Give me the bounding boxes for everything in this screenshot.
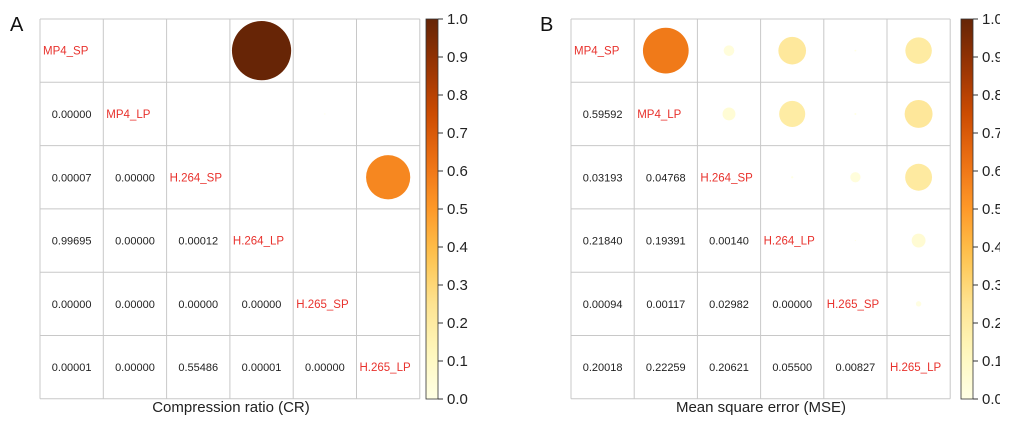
colorbar-tick-label: 0.6 [447,163,468,180]
colorbar-tick-label: 0.3 [982,277,1000,294]
x-axis-title: Mean square error (MSE) [675,399,847,416]
correlation-circle [915,301,922,307]
grid [39,18,421,400]
correlation-circle [366,155,411,200]
colorbar-tick-label: 0.4 [982,239,1000,256]
colorbar-tick-label: 0.7 [447,125,468,142]
diagonal-label: H.265_SP [296,299,349,311]
cell-value: 0.19391 [646,236,686,248]
colorbar-tick-label: 0.4 [447,239,468,256]
correlation-circle [911,233,926,248]
cell-value: 0.02982 [709,299,749,311]
panel-b: B MP4_SP MP4_LP H.264_SP H.264_LP H.265_SP H.… [500,0,1000,429]
cell-value: 0.00094 [583,299,623,311]
colorbar-tick-label: 1.0 [982,11,1000,28]
colorbar-tick-label: 0.8 [447,87,468,104]
diagonal-label: H.264_LP [764,236,815,248]
panel-label: A [10,14,24,36]
colorbar-tick-label: 0.5 [982,201,1000,218]
diagonal-label: MP4_SP [43,46,89,58]
cell-value: 0.20621 [709,362,749,374]
correlation-matrix-b: MP4_SP MP4_LP H.264_SP H.264_LP H.265_SP H.26… [570,11,1000,408]
diagonal-label: H.265_LP [360,362,411,374]
cell-value: 0.00140 [709,236,749,248]
diagonal-label: H.264_SP [170,172,223,184]
panel-a: A MP4_SP MP4_LP H.264_SP H.264_LP H.265_SP H.… [0,0,500,429]
cell-value: 0.55486 [178,362,218,374]
colorbar-tick-label: 0.9 [982,49,1000,66]
cell-value: 0.00000 [115,299,155,311]
cell-value: 0.00000 [178,299,218,311]
grid [570,18,951,400]
cell-value: 0.05500 [772,362,812,374]
cell-value: 0.00000 [305,362,345,374]
panel-label: B [540,14,554,36]
diagonal-label: MP4_SP [574,46,620,58]
colorbar-tick-label: 0.2 [982,315,1000,332]
colorbar [425,18,439,400]
correlation-circle [854,239,856,242]
diagonal-label: H.265_LP [890,362,941,374]
colorbar-tick-label: 0.2 [447,315,468,332]
colorbar-tick-label: 0.7 [982,125,1000,142]
correlation-circle [231,21,292,81]
cell-value: 0.00001 [52,362,92,374]
cell-value: 0.59592 [583,109,623,121]
colorbar-tick-label: 0.1 [982,353,1000,370]
correlation-circle [642,27,689,74]
cell-value: 0.00000 [115,236,155,248]
cell-value: 0.00007 [52,172,92,184]
correlation-circle [791,176,794,179]
x-axis-title: Compression ratio (CR) [152,399,310,416]
colorbar-tick-label: 0.0 [447,391,468,408]
cell-value: 0.00000 [115,172,155,184]
diagonal-label: H.264_SP [700,172,753,184]
correlation-circle [779,100,806,127]
cell-value: 0.00000 [115,362,155,374]
colorbar-tick-label: 1.0 [447,11,468,28]
cell-value: 0.21840 [583,236,623,248]
diagonal-label: H.264_LP [233,236,284,248]
cell-value: 0.00000 [52,299,92,311]
cell-value: 0.99695 [52,236,92,248]
correlation-circle [723,45,735,56]
colorbar-tick-label: 0.5 [447,201,468,218]
colorbar-tick-label: 0.8 [982,87,1000,104]
colorbar-tick-label: 0.9 [447,49,468,66]
cell-value: 0.20018 [583,362,623,374]
correlation-matrix-a: MP4_SP MP4_LP H.264_SP H.264_LP H.265_SP H.26… [39,11,468,408]
cell-value: 0.03193 [583,172,623,184]
correlation-circle [778,36,807,65]
cell-value: 0.00117 [646,299,685,311]
colorbar [960,18,974,400]
correlation-circle [850,172,861,183]
colorbar-tick-label: 0.0 [982,391,1000,408]
correlation-circle [324,113,326,115]
correlation-circle [904,99,933,128]
cell-value: 0.22259 [646,362,686,374]
cell-value: 0.00012 [178,236,218,248]
cell-value: 0.00000 [772,299,812,311]
colorbar-tick-label: 0.6 [982,163,1000,180]
correlation-circle [905,37,932,64]
correlation-circle [854,112,857,115]
cell-value: 0.00001 [242,362,282,374]
diagonal-label: MP4_LP [106,109,150,121]
cell-value: 0.04768 [646,172,686,184]
cell-value: 0.00827 [836,362,876,374]
colorbar-tick-label: 0.1 [447,353,468,370]
correlation-circle [722,107,736,121]
cell-value: 0.00000 [52,109,92,121]
cell-value: 0.00000 [242,299,282,311]
correlation-circle [854,49,857,52]
diagonal-label: MP4_LP [637,109,681,121]
diagonal-label: H.265_SP [827,299,880,311]
correlation-circle [905,163,933,191]
colorbar-tick-label: 0.3 [447,277,468,294]
